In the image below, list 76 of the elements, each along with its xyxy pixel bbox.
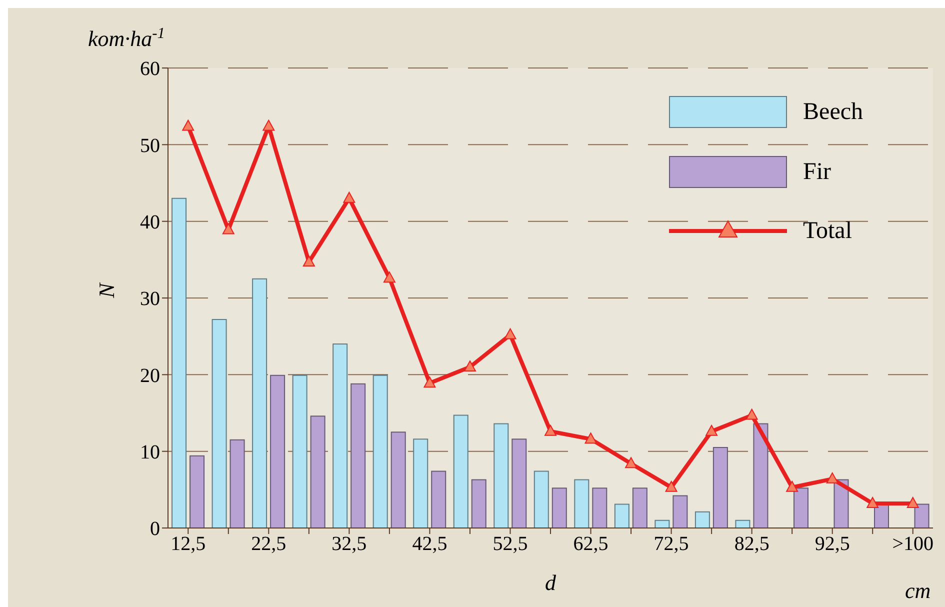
x-tick-label: 72,5 bbox=[654, 533, 689, 556]
x-tick-label: 12,5 bbox=[170, 533, 206, 556]
point bbox=[504, 328, 516, 340]
text: kom·ha$^{-1}$ bbox=[88, 24, 165, 51]
x-tick-label: 62,5 bbox=[573, 533, 608, 556]
bar bbox=[712, 447, 728, 528]
bar bbox=[413, 438, 428, 528]
point bbox=[544, 424, 556, 436]
bar bbox=[632, 488, 648, 528]
point bbox=[906, 496, 919, 508]
x-tick-label: 82,5 bbox=[734, 533, 770, 556]
bar bbox=[494, 423, 509, 528]
point bbox=[866, 496, 879, 508]
bar bbox=[574, 479, 590, 528]
point bbox=[222, 223, 234, 234]
bar bbox=[172, 198, 187, 528]
legend-label: Total bbox=[803, 218, 852, 244]
point bbox=[584, 432, 597, 444]
bar bbox=[654, 520, 670, 528]
x-tick-label: >100 bbox=[892, 533, 934, 556]
point bbox=[665, 480, 678, 492]
bar bbox=[390, 432, 406, 528]
point bbox=[625, 457, 638, 468]
point bbox=[302, 255, 315, 266]
bar bbox=[471, 479, 486, 528]
point bbox=[826, 472, 838, 484]
bar bbox=[512, 438, 527, 528]
point bbox=[262, 120, 275, 131]
point bbox=[424, 376, 436, 388]
bar bbox=[332, 344, 348, 528]
bar bbox=[534, 470, 549, 528]
bar bbox=[592, 488, 608, 528]
bar bbox=[270, 374, 286, 528]
point bbox=[343, 192, 356, 203]
y-tick-label: 60 bbox=[140, 58, 160, 80]
text: cm bbox=[905, 578, 931, 603]
bar bbox=[212, 318, 227, 528]
bar bbox=[914, 504, 930, 528]
bar bbox=[252, 278, 268, 528]
bar bbox=[694, 511, 710, 528]
x-tick-label: 32,5 bbox=[332, 533, 367, 556]
y-tick-label: 40 bbox=[140, 211, 160, 234]
bar bbox=[753, 423, 768, 528]
y-tick-label: 50 bbox=[140, 134, 160, 157]
bar bbox=[310, 416, 326, 528]
bar bbox=[793, 488, 808, 528]
bar bbox=[672, 495, 688, 528]
point bbox=[182, 120, 194, 131]
y-tick-label: 20 bbox=[140, 364, 160, 387]
point bbox=[383, 272, 396, 283]
point bbox=[786, 480, 798, 492]
bar bbox=[230, 439, 245, 528]
bar bbox=[834, 479, 849, 528]
bar bbox=[735, 520, 750, 528]
point bbox=[746, 408, 758, 420]
bar bbox=[453, 414, 468, 528]
legend-label: Beech bbox=[803, 98, 863, 126]
bar bbox=[614, 504, 630, 528]
x-tick-label: 52,5 bbox=[492, 533, 528, 556]
y-axis-title: N bbox=[94, 282, 119, 299]
bar bbox=[292, 374, 308, 528]
bar bbox=[372, 374, 388, 528]
x-tick-label: 42,5 bbox=[412, 533, 448, 556]
x-tick-label: 22,5 bbox=[251, 533, 286, 556]
point bbox=[706, 424, 718, 436]
x-axis-title: d bbox=[545, 570, 557, 595]
bar bbox=[552, 488, 567, 528]
bar bbox=[190, 455, 205, 528]
y-tick-label: 10 bbox=[140, 441, 160, 464]
bar bbox=[350, 383, 366, 528]
legend-label: Fir bbox=[803, 158, 832, 186]
x-tick-label: 92,5 bbox=[814, 533, 850, 556]
y-tick-label: 30 bbox=[140, 288, 160, 310]
point bbox=[464, 360, 476, 372]
y-tick-label: 0 bbox=[150, 518, 160, 540]
bar bbox=[431, 470, 446, 528]
